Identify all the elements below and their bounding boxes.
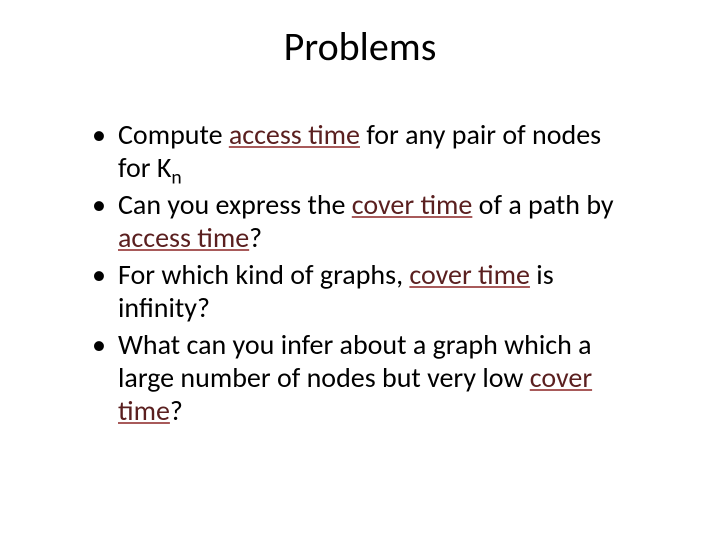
text-run: What can you infer about a graph which a…	[118, 327, 592, 395]
text-run: For which kind of graphs,	[118, 257, 409, 292]
subscript: n	[171, 166, 181, 190]
text-run: Can you express the	[118, 187, 352, 222]
list-item: For which kind of graphs, cover time is …	[90, 258, 620, 324]
underlined-term: cover time	[352, 187, 473, 222]
list-item: What can you infer about a graph which a…	[90, 328, 620, 427]
text-run: ?	[170, 393, 183, 428]
slide: Problems Compute access time for any pai…	[0, 0, 720, 540]
list-item: Can you express the cover time of a path…	[90, 188, 620, 254]
text-run: of a path by	[472, 187, 613, 222]
bullet-list: Compute access time for any pair of node…	[90, 118, 620, 427]
slide-title: Problems	[0, 22, 720, 71]
list-item: Compute access time for any pair of node…	[90, 118, 620, 184]
underlined-term: access time	[229, 117, 360, 152]
underlined-term: access time	[118, 220, 249, 255]
text-run: Compute	[118, 117, 229, 152]
slide-body: Compute access time for any pair of node…	[90, 118, 620, 431]
text-run: ?	[249, 220, 262, 255]
underlined-term: cover time	[409, 257, 530, 292]
